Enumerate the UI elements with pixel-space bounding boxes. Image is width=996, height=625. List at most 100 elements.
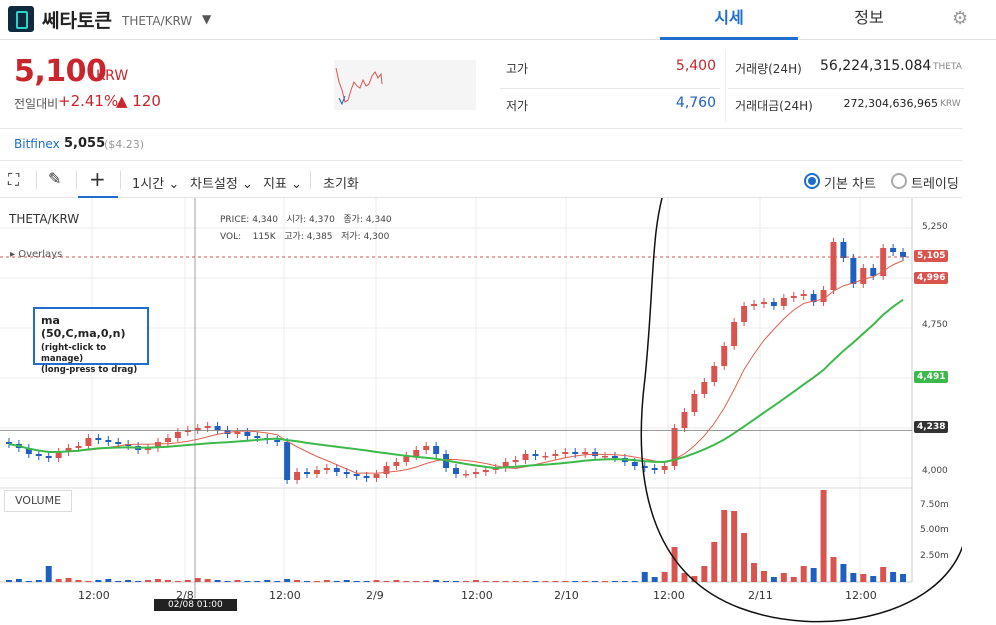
volume-bar (840, 564, 847, 582)
candle (254, 436, 261, 438)
volume-bar (204, 579, 211, 582)
overlays-toggle[interactable]: ▸ Overlays (10, 249, 63, 260)
chart-toolbar: ⛶ ✎ + 1시간 ⌄ 차트설정 ⌄ 지표 ⌄ 초기화 기본 차트 트레이딩 (0, 160, 962, 198)
volume-bar (611, 581, 618, 582)
volume-bar (701, 566, 708, 582)
volume-bar (85, 581, 92, 582)
ma-title: ma (50,C,ma,0,n) (41, 314, 126, 340)
candle (25, 448, 32, 454)
candle (611, 456, 618, 458)
gear-icon[interactable]: ⚙ (952, 8, 969, 29)
candle (472, 472, 479, 474)
candle (562, 452, 569, 454)
chart-lines (0, 198, 912, 598)
reset-button[interactable]: 초기화 (323, 177, 359, 192)
candle (890, 248, 897, 252)
candle (820, 290, 827, 302)
vol-axis-label: 2.50m (920, 551, 949, 561)
price-tag-ma-long: 4,491 (914, 371, 949, 383)
vol-axis-label: 7.50m (920, 500, 949, 510)
fullscreen-icon[interactable]: ⛶ (8, 170, 20, 189)
volume-bar (522, 581, 529, 582)
tab-quote[interactable]: 시세 (660, 0, 798, 40)
x-axis-label: 12:00 (269, 589, 301, 602)
candle (760, 302, 767, 304)
candle (403, 456, 410, 462)
volume-bar (135, 581, 142, 582)
candle (174, 432, 181, 438)
volume-bar (651, 577, 658, 582)
current-price: 5,100 (14, 54, 107, 89)
candle (433, 446, 440, 454)
candle (691, 394, 698, 412)
volume-bar (602, 581, 608, 582)
candle (164, 438, 171, 442)
volume-bar (780, 573, 787, 582)
candle (751, 304, 758, 306)
basic-chart-radio[interactable] (804, 173, 820, 189)
volume-bar (5, 580, 12, 582)
volume-bar (353, 581, 360, 582)
volume-bar (403, 581, 410, 582)
candle (502, 462, 509, 468)
candle (790, 296, 797, 298)
candle (482, 470, 489, 472)
interval-dropdown[interactable]: 1시간 ⌄ (132, 177, 180, 192)
volume-bar (244, 581, 251, 582)
sparkline-low (338, 95, 346, 106)
candle (234, 432, 241, 434)
ma-indicator-box[interactable]: ma (50,C,ma,0,n) (right-click to manage)… (33, 307, 149, 375)
volume-bar (35, 580, 42, 582)
volume-bar (274, 581, 281, 582)
candle (671, 428, 678, 466)
volume-bar (582, 581, 589, 582)
volume-bar (145, 580, 152, 582)
volume-bar (363, 581, 370, 582)
volume-bar (343, 580, 350, 582)
volume-bar (55, 579, 62, 582)
candle (780, 298, 787, 306)
candle (453, 468, 459, 474)
exchange-usd: ($4.23) (104, 138, 145, 151)
exchange-name[interactable]: Bitfinex (14, 137, 60, 151)
volume-bar (890, 572, 897, 582)
candle (294, 472, 301, 480)
volume-bar (304, 581, 310, 582)
trading-chart-radio[interactable] (891, 173, 907, 189)
volume-bar (790, 577, 797, 582)
volume-bar (631, 581, 638, 582)
sparkline-chart (334, 60, 476, 110)
candle (115, 442, 122, 444)
pencil-icon[interactable]: ✎ (48, 169, 62, 188)
candle (353, 474, 360, 476)
volume-bar (254, 581, 261, 582)
volume-bar (870, 576, 877, 582)
volume-bar (234, 580, 241, 582)
indicators-dropdown[interactable]: 지표 ⌄ (263, 177, 302, 192)
x-axis-label: 2/10 (554, 589, 579, 602)
volume-bar (294, 580, 301, 582)
candle (870, 268, 877, 276)
volume-bar (264, 580, 271, 582)
volume-bar (572, 581, 579, 582)
toolbar-separator (76, 171, 77, 189)
coin-dropdown-icon[interactable]: ▼ (202, 12, 212, 26)
volume-bar (641, 572, 648, 582)
divider (728, 88, 964, 89)
candle (363, 476, 370, 478)
y-axis-label: 4,000 (922, 466, 948, 476)
candle (323, 468, 330, 470)
chart-settings-dropdown[interactable]: 차트설정 ⌄ (190, 177, 253, 192)
candlesticks (5, 238, 907, 484)
volume-bar (284, 579, 291, 582)
x-axis-label: 12:00 (461, 589, 493, 602)
tab-info[interactable]: 정보 (854, 8, 884, 27)
change-label: 전일대비 (14, 97, 59, 111)
ma-hint-drag: (long-press to drag) (41, 365, 138, 375)
candle (641, 466, 648, 468)
candle (284, 442, 291, 480)
price-chart[interactable] (0, 198, 962, 625)
candle (800, 294, 807, 296)
candle (661, 466, 668, 470)
crosshair-plus-icon[interactable]: + (89, 167, 106, 191)
